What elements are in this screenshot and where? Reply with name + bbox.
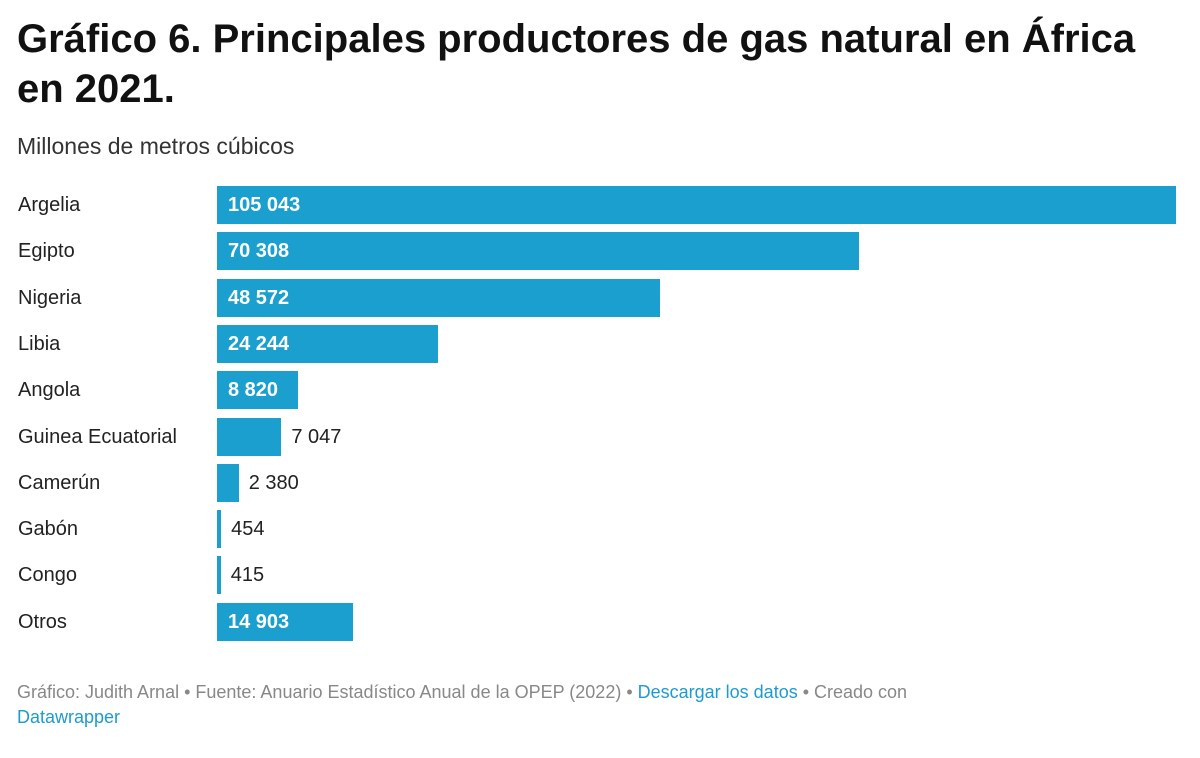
credit-text: Gráfico: Judith Arnal • Fuente: Anuario … xyxy=(17,682,638,702)
value-label: 415 xyxy=(230,564,265,587)
bar xyxy=(217,324,439,363)
bar xyxy=(217,602,354,641)
category-label: Nigeria xyxy=(18,286,82,309)
bar xyxy=(217,186,1176,224)
value-label: 24 244 xyxy=(228,332,290,355)
bar-row: Guinea Ecuatorial 7 047 xyxy=(0,417,1200,456)
category-label: Angola xyxy=(18,379,81,402)
chart-title: Gráfico 6. Principales productores de ga… xyxy=(17,17,1136,111)
value-label: 48 572 xyxy=(228,286,290,309)
value-label: 2 380 xyxy=(248,471,299,494)
category-label: Argelia xyxy=(18,194,81,216)
bar-chart: Argelia 105 043 Egipto 70 308 Nigeria 48 572 L… xyxy=(0,180,1200,650)
value-label: 105 043 xyxy=(228,194,301,216)
category-label: Libia xyxy=(18,332,61,355)
category-label: Otros xyxy=(18,610,67,633)
chart-footer: Gráfico: Judith Arnal • Fuente: Anuario … xyxy=(17,680,1117,730)
category-label: Gabón xyxy=(18,518,79,541)
category-label: Egipto xyxy=(18,240,75,263)
download-data-link[interactable]: Descargar los datos xyxy=(637,682,798,702)
bar-row: Angola 8 820 xyxy=(0,371,1200,410)
bar xyxy=(217,463,239,502)
bar-row: Congo 415 xyxy=(0,556,1200,595)
bar xyxy=(217,417,282,456)
bar xyxy=(217,278,661,317)
bar-row: Libia 24 244 xyxy=(0,324,1200,363)
bar-row: Argelia 105 043 xyxy=(0,186,1200,224)
bar-row: Otros 14 903 xyxy=(0,602,1200,641)
category-label: Guinea Ecuatorial xyxy=(18,425,177,448)
bar xyxy=(217,232,859,271)
value-label: 14 903 xyxy=(228,610,290,633)
bar-row: Camerún 2 380 xyxy=(0,463,1200,502)
value-label: 7 047 xyxy=(291,425,342,448)
bar-row: Egipto 70 308 xyxy=(0,232,1200,271)
chart-subtitle: Millones de metros cúbicos xyxy=(17,133,295,159)
bar-row: Nigeria 48 572 xyxy=(0,278,1200,317)
value-label: 8 820 xyxy=(228,379,279,402)
category-label: Camerún xyxy=(18,471,101,494)
datawrapper-link[interactable]: Datawrapper xyxy=(17,707,121,727)
bar xyxy=(217,556,221,595)
value-label: 454 xyxy=(231,518,265,541)
bar xyxy=(217,510,222,549)
created-with-text: • Creado con xyxy=(797,682,908,702)
bar-row: Gabón 454 xyxy=(0,510,1200,549)
value-label: 70 308 xyxy=(228,240,290,263)
category-label: Congo xyxy=(18,564,77,587)
bar xyxy=(217,371,298,410)
